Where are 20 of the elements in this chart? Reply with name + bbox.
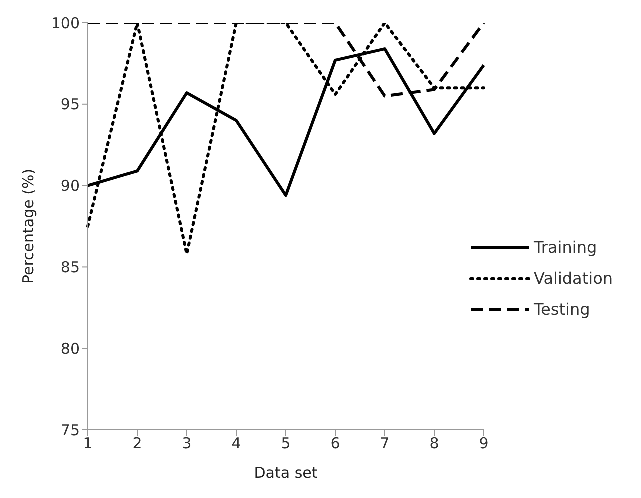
x-tick-label: 6 xyxy=(330,434,340,453)
y-tick-label: 85 xyxy=(60,258,80,277)
x-tick-label: 4 xyxy=(232,434,242,453)
x-tick-label: 5 xyxy=(281,434,291,453)
legend-label: Validation xyxy=(534,269,613,288)
y-axis-title: Percentage (%) xyxy=(19,168,38,284)
x-axis-title: Data set xyxy=(254,464,318,482)
x-tick-label: 2 xyxy=(132,434,142,453)
y-tick-label: 90 xyxy=(60,177,80,196)
y-tick-label: 100 xyxy=(51,14,80,32)
x-tick-label: 8 xyxy=(430,434,440,453)
y-tick-label: 75 xyxy=(60,421,80,440)
x-tick-label: 3 xyxy=(182,434,192,453)
y-tick-label: 80 xyxy=(60,340,80,358)
y-tick-label: 95 xyxy=(60,96,80,114)
x-tick-label: 7 xyxy=(380,434,390,453)
legend-label: Training xyxy=(534,238,598,257)
legend-label: Testing xyxy=(534,300,590,319)
x-tick-label: 1 xyxy=(83,434,93,453)
x-tick-label: 9 xyxy=(479,434,489,453)
